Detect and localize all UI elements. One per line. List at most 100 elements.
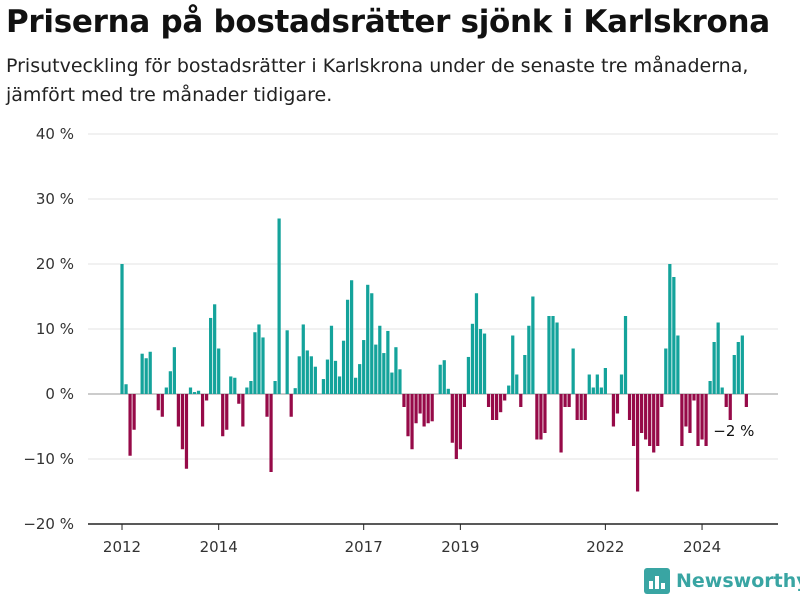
bar [700, 394, 704, 440]
bar [656, 394, 660, 446]
bar [575, 394, 579, 420]
bar [503, 394, 507, 401]
bars [120, 218, 748, 492]
bar [128, 394, 132, 456]
bar [273, 381, 277, 394]
bar [736, 342, 740, 394]
bar [329, 325, 334, 394]
bar [229, 376, 233, 394]
bar [426, 394, 430, 424]
bar [599, 387, 603, 394]
bar [563, 394, 567, 407]
bar [623, 316, 628, 394]
bar [261, 337, 265, 394]
bar [470, 323, 475, 394]
bar [277, 218, 281, 394]
bar [225, 394, 229, 430]
bar [221, 394, 225, 437]
x-tick-label: 2022 [586, 538, 624, 556]
bar [414, 394, 418, 424]
bar [337, 376, 342, 394]
bar [740, 335, 744, 394]
bar [684, 394, 688, 427]
bar [213, 304, 217, 394]
bar [148, 351, 152, 394]
bar [293, 388, 297, 394]
chart-title: Priserna på bostadsrätter sjönk i Karlsk… [6, 4, 770, 40]
bar [454, 394, 458, 459]
bar [192, 392, 197, 394]
bar [631, 394, 636, 446]
bar [305, 350, 309, 394]
bar [591, 387, 595, 394]
bar [595, 374, 599, 394]
bar [619, 374, 624, 394]
bar [180, 394, 185, 450]
bar [644, 394, 648, 440]
x-tick-label: 2012 [103, 538, 141, 556]
bar [716, 322, 720, 394]
bar [708, 381, 712, 394]
bar [478, 329, 483, 394]
bar [386, 330, 390, 394]
bar [523, 355, 527, 394]
bar [144, 358, 148, 394]
x-axis: 2012 2014 2017 2019 2022 2024 [88, 523, 778, 556]
bar [209, 317, 213, 394]
bar [390, 372, 394, 394]
bar [265, 394, 269, 417]
bar [515, 374, 519, 394]
bar-chart-logo-icon [644, 568, 670, 594]
bar [204, 394, 209, 401]
bar [672, 277, 676, 394]
x-tick-label: 2019 [441, 538, 479, 556]
chart-subtitle: Prisutveckling för bostadsrätter i Karls… [6, 55, 749, 106]
bar [664, 348, 668, 394]
bar [482, 333, 487, 394]
bar [499, 394, 503, 413]
bar [635, 394, 640, 492]
bar [527, 325, 531, 394]
bar [370, 293, 374, 394]
bar [535, 394, 539, 440]
bar [724, 394, 728, 407]
y-tick-label: −20 % [23, 515, 74, 533]
bar [132, 394, 136, 430]
y-tick-label: 0 % [45, 385, 74, 403]
bar [325, 359, 330, 394]
bar [732, 355, 736, 394]
bar [712, 342, 716, 394]
bar [120, 264, 124, 394]
bar [551, 316, 555, 394]
bar [176, 394, 181, 427]
bar [160, 394, 164, 417]
bar [579, 394, 583, 420]
bar [603, 368, 607, 394]
y-tick-label: 40 % [36, 125, 74, 143]
bar [531, 296, 535, 394]
bar [543, 394, 547, 433]
bar [358, 364, 362, 394]
bar [285, 330, 289, 394]
bar [688, 394, 692, 433]
bar [744, 394, 748, 407]
bar [547, 316, 551, 394]
bar [350, 280, 354, 394]
bar [184, 394, 189, 469]
bar [374, 344, 378, 394]
bar [446, 388, 450, 394]
bar [410, 394, 414, 450]
bar [188, 387, 193, 394]
bar [442, 360, 446, 394]
bar [345, 299, 350, 394]
bar [366, 284, 370, 394]
y-tick-label: 20 % [36, 255, 74, 273]
bar [474, 293, 479, 394]
bar [676, 335, 680, 394]
bar [164, 387, 168, 394]
bar [583, 394, 587, 420]
y-tick-label: −10 % [23, 450, 74, 468]
bar [696, 394, 700, 446]
bar [438, 364, 442, 394]
bar [406, 394, 410, 437]
